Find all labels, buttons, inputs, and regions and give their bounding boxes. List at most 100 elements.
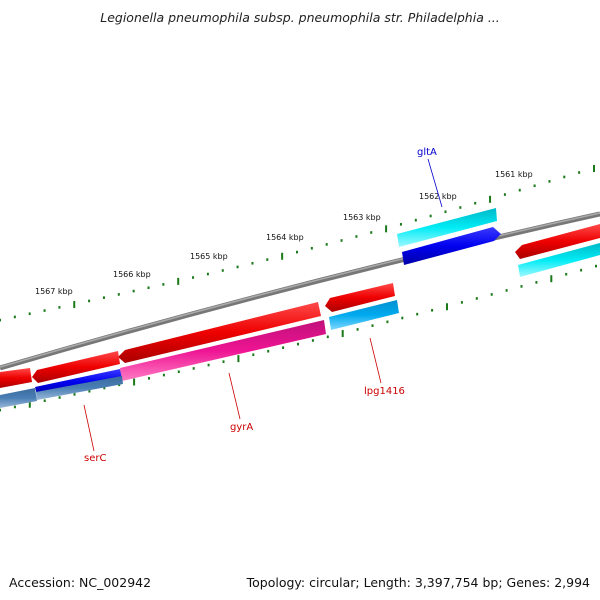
gene-left-steel-feature[interactable] (0, 388, 37, 408)
outer-ring-minor-tick (266, 258, 269, 261)
inner-ring-minor-tick (73, 393, 76, 396)
outer-ring-minor-tick (296, 250, 298, 254)
inner-ring-minor-tick (297, 342, 299, 346)
outer-ring-minor-tick (548, 180, 551, 183)
gene-serC-red-feature[interactable] (32, 351, 120, 383)
gene-lpg1416-feature[interactable] (329, 300, 399, 330)
inner-ring-minor-tick (386, 320, 389, 324)
inner-ring-major-tick (446, 303, 448, 311)
inner-ring-minor-tick (505, 289, 508, 292)
tick-label-1563: 1563 kbp (343, 213, 381, 222)
gene-gyrA-feature[interactable] (120, 320, 326, 381)
outer-ring-minor-tick (518, 188, 521, 192)
outer-ring-minor-tick (58, 306, 61, 309)
gene-label-gltA[interactable]: gltA (417, 147, 437, 158)
inner-ring-minor-tick (565, 272, 568, 276)
gene-gltA-outer-feature[interactable] (397, 208, 497, 247)
gene-label-serC[interactable]: serC (84, 453, 106, 464)
gene-serC-leader (83, 404, 95, 452)
genome-title: Legionella pneumophila subsp. pneumophil… (100, 10, 500, 25)
outer-ring-minor-tick (578, 171, 581, 174)
inner-ring-minor-tick (475, 297, 478, 300)
tick-label-1564: 1564 kbp (266, 233, 304, 242)
inner-ring-minor-tick (103, 386, 106, 390)
inner-ring-minor-tick (162, 373, 165, 377)
gene-right-red-feature[interactable] (515, 224, 600, 259)
inner-ring-minor-tick (490, 293, 493, 296)
outer-ring-minor-tick (370, 231, 373, 234)
outer-ring-minor-tick (444, 210, 447, 214)
inner-ring-major-tick (28, 400, 31, 408)
inner-ring-minor-tick (267, 349, 270, 353)
inner-ring-minor-tick (0, 408, 1, 412)
inner-ring-minor-tick (252, 353, 255, 357)
outer-tick-ring (0, 165, 595, 322)
inner-ring-minor-tick (13, 405, 16, 409)
outer-ring-major-tick (73, 301, 76, 309)
outer-ring-minor-tick (251, 261, 254, 265)
gene-lpg1416-red-feature[interactable] (325, 283, 395, 312)
outer-ring-minor-tick (474, 201, 477, 205)
gene-gltA-feature[interactable] (402, 227, 501, 265)
outer-ring-major-tick (593, 165, 595, 172)
inner-ring-minor-tick (520, 285, 523, 288)
outer-ring-major-tick (489, 195, 492, 203)
inner-ring-minor-tick (356, 328, 359, 331)
outer-ring-minor-tick (429, 214, 432, 218)
outer-ring-minor-tick (503, 193, 506, 196)
inner-ring-minor-tick (326, 335, 329, 339)
inner-ring-major-tick (133, 378, 136, 386)
genome-backbone (0, 211, 600, 371)
outer-ring-minor-tick (563, 175, 566, 179)
inner-ring-minor-tick (177, 370, 180, 374)
gene-gyrA-leader (228, 372, 241, 420)
outer-ring-minor-tick (117, 293, 120, 296)
outer-ring-minor-tick (325, 243, 328, 246)
gene-serC-steel-feature[interactable] (36, 376, 123, 400)
tick-label-1567: 1567 kbp (35, 287, 73, 296)
genome-backbone-highlight (0, 212, 600, 368)
inner-ring-minor-tick (401, 316, 404, 320)
inner-ring-minor-tick (222, 360, 225, 363)
outer-ring-major-tick (281, 252, 284, 260)
gene-lpg1416-leader (369, 337, 382, 384)
tick-label-1565: 1565 kbp (190, 252, 228, 261)
inner-ring-minor-tick (371, 324, 374, 327)
outer-ring-minor-tick (162, 283, 165, 286)
outer-ring-minor-tick (221, 269, 224, 272)
outer-ring-minor-tick (310, 246, 313, 250)
outer-ring-minor-tick (13, 315, 16, 319)
gene-label-lpg1416[interactable]: lpg1416 (364, 386, 405, 397)
inner-ring-minor-tick (118, 383, 121, 387)
outer-ring-major-tick (177, 277, 180, 285)
inner-ring-minor-tick (192, 367, 195, 370)
outer-ring-minor-tick (414, 218, 417, 222)
gene-gyrA-red-feature[interactable] (118, 302, 321, 363)
inner-ring-major-tick (550, 275, 553, 283)
genome-summary-text: Topology: circular; Length: 3,397,754 bp… (246, 575, 590, 590)
gene-left-red-feature[interactable] (0, 368, 32, 388)
outer-ring-minor-tick (206, 272, 209, 276)
tick-label-1561: 1561 kbp (495, 170, 533, 179)
outer-ring-minor-tick (132, 289, 135, 293)
outer-ring-major-tick (385, 225, 388, 233)
outer-ring-minor-tick (399, 223, 402, 226)
outer-ring-minor-tick (533, 184, 536, 188)
gene-label-gyrA[interactable]: gyrA (230, 422, 253, 433)
inner-ring-minor-tick (88, 389, 91, 393)
inner-ring-major-tick (341, 330, 344, 338)
outer-ring-minor-tick (192, 276, 195, 279)
outer-ring-minor-tick (236, 265, 239, 269)
outer-ring-minor-tick (43, 309, 46, 312)
accession-text: Accession: NC_002942 (9, 575, 152, 590)
outer-ring-minor-tick (28, 312, 31, 316)
outer-ring-minor-tick (88, 299, 91, 303)
gene-right-cyan-feature[interactable] (518, 243, 600, 277)
outer-ring-minor-tick (147, 286, 150, 290)
inner-ring-minor-tick (460, 301, 463, 304)
inner-ring-major-tick (237, 355, 240, 363)
inner-ring-minor-tick (148, 377, 150, 380)
inner-ring-minor-tick (535, 281, 538, 284)
